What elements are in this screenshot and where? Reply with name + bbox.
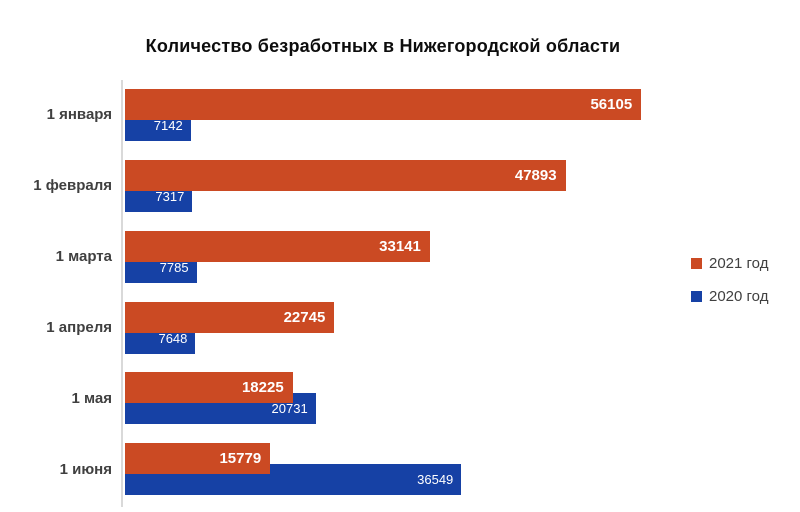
bar-value-label: 7317 bbox=[155, 188, 185, 204]
bar-value-label: 56105 bbox=[590, 96, 633, 113]
legend: 2021 год 2020 год bbox=[691, 252, 768, 318]
legend-item-2021: 2021 год bbox=[691, 252, 768, 274]
bar-value-label: 22745 bbox=[283, 308, 326, 326]
bar-value-label: 47893 bbox=[514, 166, 557, 184]
bar-value-label: 7648 bbox=[158, 330, 188, 346]
bar-value-label: 7785 bbox=[159, 259, 189, 275]
legend-label-2021: 2021 год bbox=[709, 254, 769, 272]
category-label: 1 июня bbox=[59, 460, 112, 478]
legend-swatch-2021-icon bbox=[691, 257, 702, 269]
bar-value-label: 20731 bbox=[271, 401, 308, 417]
legend-swatch-2020-icon bbox=[691, 290, 702, 302]
bar-2021: 56105 bbox=[125, 89, 642, 120]
bar-value-label: 15779 bbox=[219, 450, 262, 468]
legend-item-2020: 2020 год bbox=[691, 285, 768, 307]
bar-value-label: 7142 bbox=[153, 118, 183, 133]
category-label: 1 апреля bbox=[46, 318, 112, 336]
bar-value-label: 33141 bbox=[379, 237, 421, 255]
bar-2021: 22745 bbox=[125, 301, 335, 333]
category-label: 1 мая bbox=[71, 389, 112, 407]
y-axis-line bbox=[121, 80, 123, 507]
bar-value-label: 18225 bbox=[241, 379, 284, 397]
bar-2021: 15779 bbox=[125, 443, 271, 475]
category-label: 1 февраля bbox=[33, 177, 112, 195]
bar-2021: 18225 bbox=[125, 372, 293, 404]
bar-2021: 33141 bbox=[125, 230, 430, 262]
plot-area: 1 января 7142 56105 1 февраля 7317 47893 1 мар… bbox=[0, 80, 800, 505]
chart-title: Количество безработных в Нижегородской о… bbox=[145, 36, 621, 56]
category-label: 1 января bbox=[46, 106, 112, 124]
legend-label-2020: 2020 год bbox=[709, 287, 769, 305]
bar-2021: 47893 bbox=[125, 159, 566, 191]
category-label: 1 марта bbox=[55, 248, 112, 266]
bar-value-label: 36549 bbox=[417, 472, 454, 488]
